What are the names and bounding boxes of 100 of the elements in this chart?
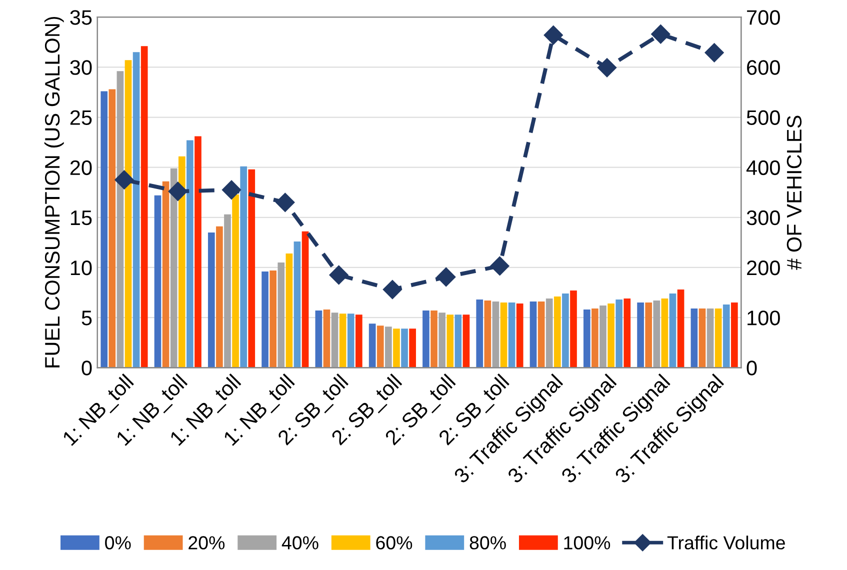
y2-tick-label: 300 bbox=[746, 210, 780, 226]
point bbox=[597, 58, 617, 78]
bar bbox=[430, 310, 438, 368]
bar bbox=[232, 194, 239, 368]
y-axis-title: FUEL CONSUMPTION (US GALLON) bbox=[44, 16, 64, 368]
bar bbox=[224, 214, 231, 368]
bar bbox=[624, 298, 631, 368]
bar bbox=[140, 46, 148, 368]
bar bbox=[132, 52, 140, 368]
bar bbox=[262, 272, 268, 368]
bar bbox=[484, 300, 492, 368]
bar bbox=[570, 290, 577, 368]
y-tick-label: 0 bbox=[82, 360, 92, 376]
bar bbox=[508, 302, 516, 368]
bar bbox=[706, 308, 714, 368]
legend-label: Traffic Volume bbox=[667, 536, 785, 550]
y2-tick-label: 700 bbox=[747, 10, 780, 25]
point bbox=[544, 26, 563, 45]
bar bbox=[446, 314, 454, 368]
bar bbox=[240, 166, 248, 368]
bar bbox=[554, 296, 561, 368]
bar bbox=[331, 312, 338, 368]
y2-tick-label: 200 bbox=[747, 260, 780, 276]
bar bbox=[270, 270, 277, 368]
bar bbox=[422, 310, 430, 368]
legend-label: 60% bbox=[376, 536, 412, 550]
bar bbox=[476, 300, 484, 368]
bar bbox=[637, 302, 644, 368]
bar bbox=[516, 304, 524, 368]
bar bbox=[124, 60, 132, 368]
point bbox=[276, 192, 295, 212]
legend-label: 100% bbox=[564, 536, 610, 550]
bar bbox=[216, 226, 223, 368]
bar bbox=[454, 314, 462, 368]
bar bbox=[339, 314, 346, 368]
bar bbox=[376, 326, 384, 368]
bar bbox=[690, 308, 698, 368]
bar bbox=[616, 300, 623, 368]
y-tick-label: 35 bbox=[70, 10, 92, 25]
bar bbox=[645, 302, 652, 368]
bar bbox=[401, 328, 408, 368]
y2-tick-label: 500 bbox=[746, 110, 780, 126]
bar bbox=[714, 308, 722, 368]
bar bbox=[492, 302, 500, 368]
legend-label: 80% bbox=[470, 536, 506, 550]
legend-label: 0% bbox=[105, 536, 131, 550]
bar bbox=[653, 300, 660, 368]
point bbox=[436, 267, 456, 287]
bar bbox=[608, 304, 614, 368]
bar bbox=[154, 195, 162, 368]
bar bbox=[170, 168, 178, 368]
point bbox=[114, 170, 134, 190]
y2-tick-label: 0 bbox=[746, 360, 757, 376]
bar bbox=[315, 310, 322, 368]
bar bbox=[355, 314, 362, 368]
point bbox=[490, 256, 510, 276]
y-tick-label: 5 bbox=[82, 310, 92, 326]
bar bbox=[562, 294, 569, 368]
bar bbox=[385, 326, 392, 368]
bar bbox=[698, 308, 706, 368]
bar bbox=[294, 241, 301, 368]
point bbox=[329, 265, 348, 285]
point bbox=[651, 24, 670, 44]
bar bbox=[186, 140, 194, 368]
bar bbox=[286, 253, 293, 368]
bar bbox=[302, 231, 309, 368]
legend-label: 40% bbox=[282, 536, 318, 550]
bar bbox=[500, 302, 508, 368]
point bbox=[704, 43, 724, 62]
legend-label: 20% bbox=[188, 536, 225, 550]
y-tick-label: 10 bbox=[70, 260, 92, 276]
bar bbox=[409, 328, 416, 368]
point bbox=[382, 280, 402, 300]
point bbox=[222, 180, 242, 200]
bar bbox=[108, 89, 116, 368]
bar bbox=[538, 302, 545, 368]
bar bbox=[600, 306, 606, 368]
bar bbox=[677, 290, 684, 368]
y-tick-label: 25 bbox=[70, 110, 92, 126]
bar bbox=[583, 310, 590, 368]
bar bbox=[178, 156, 186, 368]
bar bbox=[546, 298, 553, 368]
bar bbox=[194, 136, 202, 368]
bar bbox=[248, 169, 256, 368]
y2-tick-label: 600 bbox=[747, 60, 780, 75]
y2-axis-title: # OF VEHICLES bbox=[786, 116, 802, 270]
y2-tick-label: 400 bbox=[746, 160, 780, 176]
point bbox=[168, 182, 188, 201]
bar bbox=[530, 302, 537, 368]
bar bbox=[208, 232, 215, 368]
bar bbox=[731, 302, 738, 368]
bar bbox=[100, 91, 108, 368]
bar bbox=[116, 71, 124, 368]
bar bbox=[162, 181, 170, 368]
bar bbox=[462, 314, 470, 368]
bar bbox=[368, 324, 376, 368]
bar bbox=[323, 310, 330, 368]
y2-tick-label: 100 bbox=[748, 310, 780, 326]
bar bbox=[592, 308, 598, 368]
bar bbox=[661, 298, 668, 368]
